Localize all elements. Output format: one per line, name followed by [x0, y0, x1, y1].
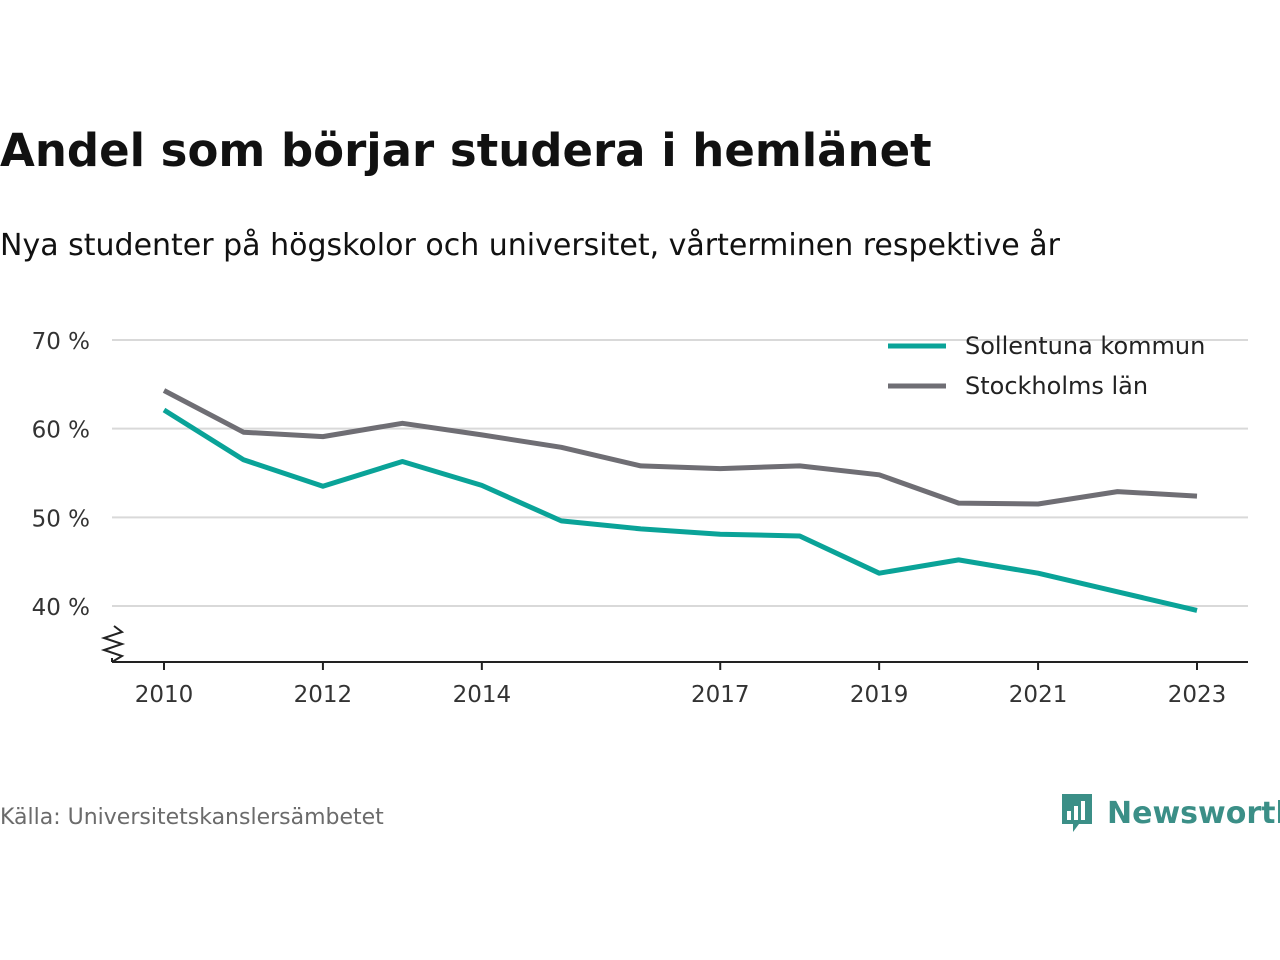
series-line-sollentuna-kommun [162, 407, 1198, 613]
gridlines [112, 339, 1248, 607]
source-note: Källa: Universitetskanslersämbetet [0, 805, 384, 830]
y-tick-label: 40 % [32, 595, 90, 621]
x-tick-label: 2012 [294, 682, 353, 708]
x-tick-label: 2021 [1009, 682, 1068, 708]
x-tick-label: 2010 [135, 682, 194, 708]
chart-subtitle: Nya studenter på högskolor och universit… [0, 228, 1060, 263]
chart-title: Andel som börjar studera i hemlänet [0, 124, 932, 177]
axes: 40 % 50 % 60 % 70 % 2010 2012 2014 2017 2019 2021… [32, 329, 1248, 708]
y-tick-label: 50 % [32, 506, 90, 532]
logo-text: Newsworthy [1107, 795, 1280, 831]
y-tick-label: 60 % [32, 418, 90, 444]
newsworthy-logo: Newsworthy [1059, 791, 1280, 835]
y-tick-label: 70 % [32, 329, 90, 355]
series-line-stockholms-lan [162, 388, 1198, 507]
chart-bubble-icon [1062, 794, 1092, 832]
axis-break-marker [100, 625, 126, 663]
legend-label: Sollentuna kommun [965, 332, 1205, 360]
x-tick-label: 2023 [1168, 682, 1227, 708]
legend: Sollentuna kommun Stockholms län [888, 332, 1205, 400]
series-lines [162, 388, 1198, 613]
legend-label: Stockholms län [965, 372, 1148, 400]
x-tick-label: 2014 [453, 682, 512, 708]
x-tick-label: 2017 [691, 682, 750, 708]
x-tick-label: 2019 [850, 682, 909, 708]
